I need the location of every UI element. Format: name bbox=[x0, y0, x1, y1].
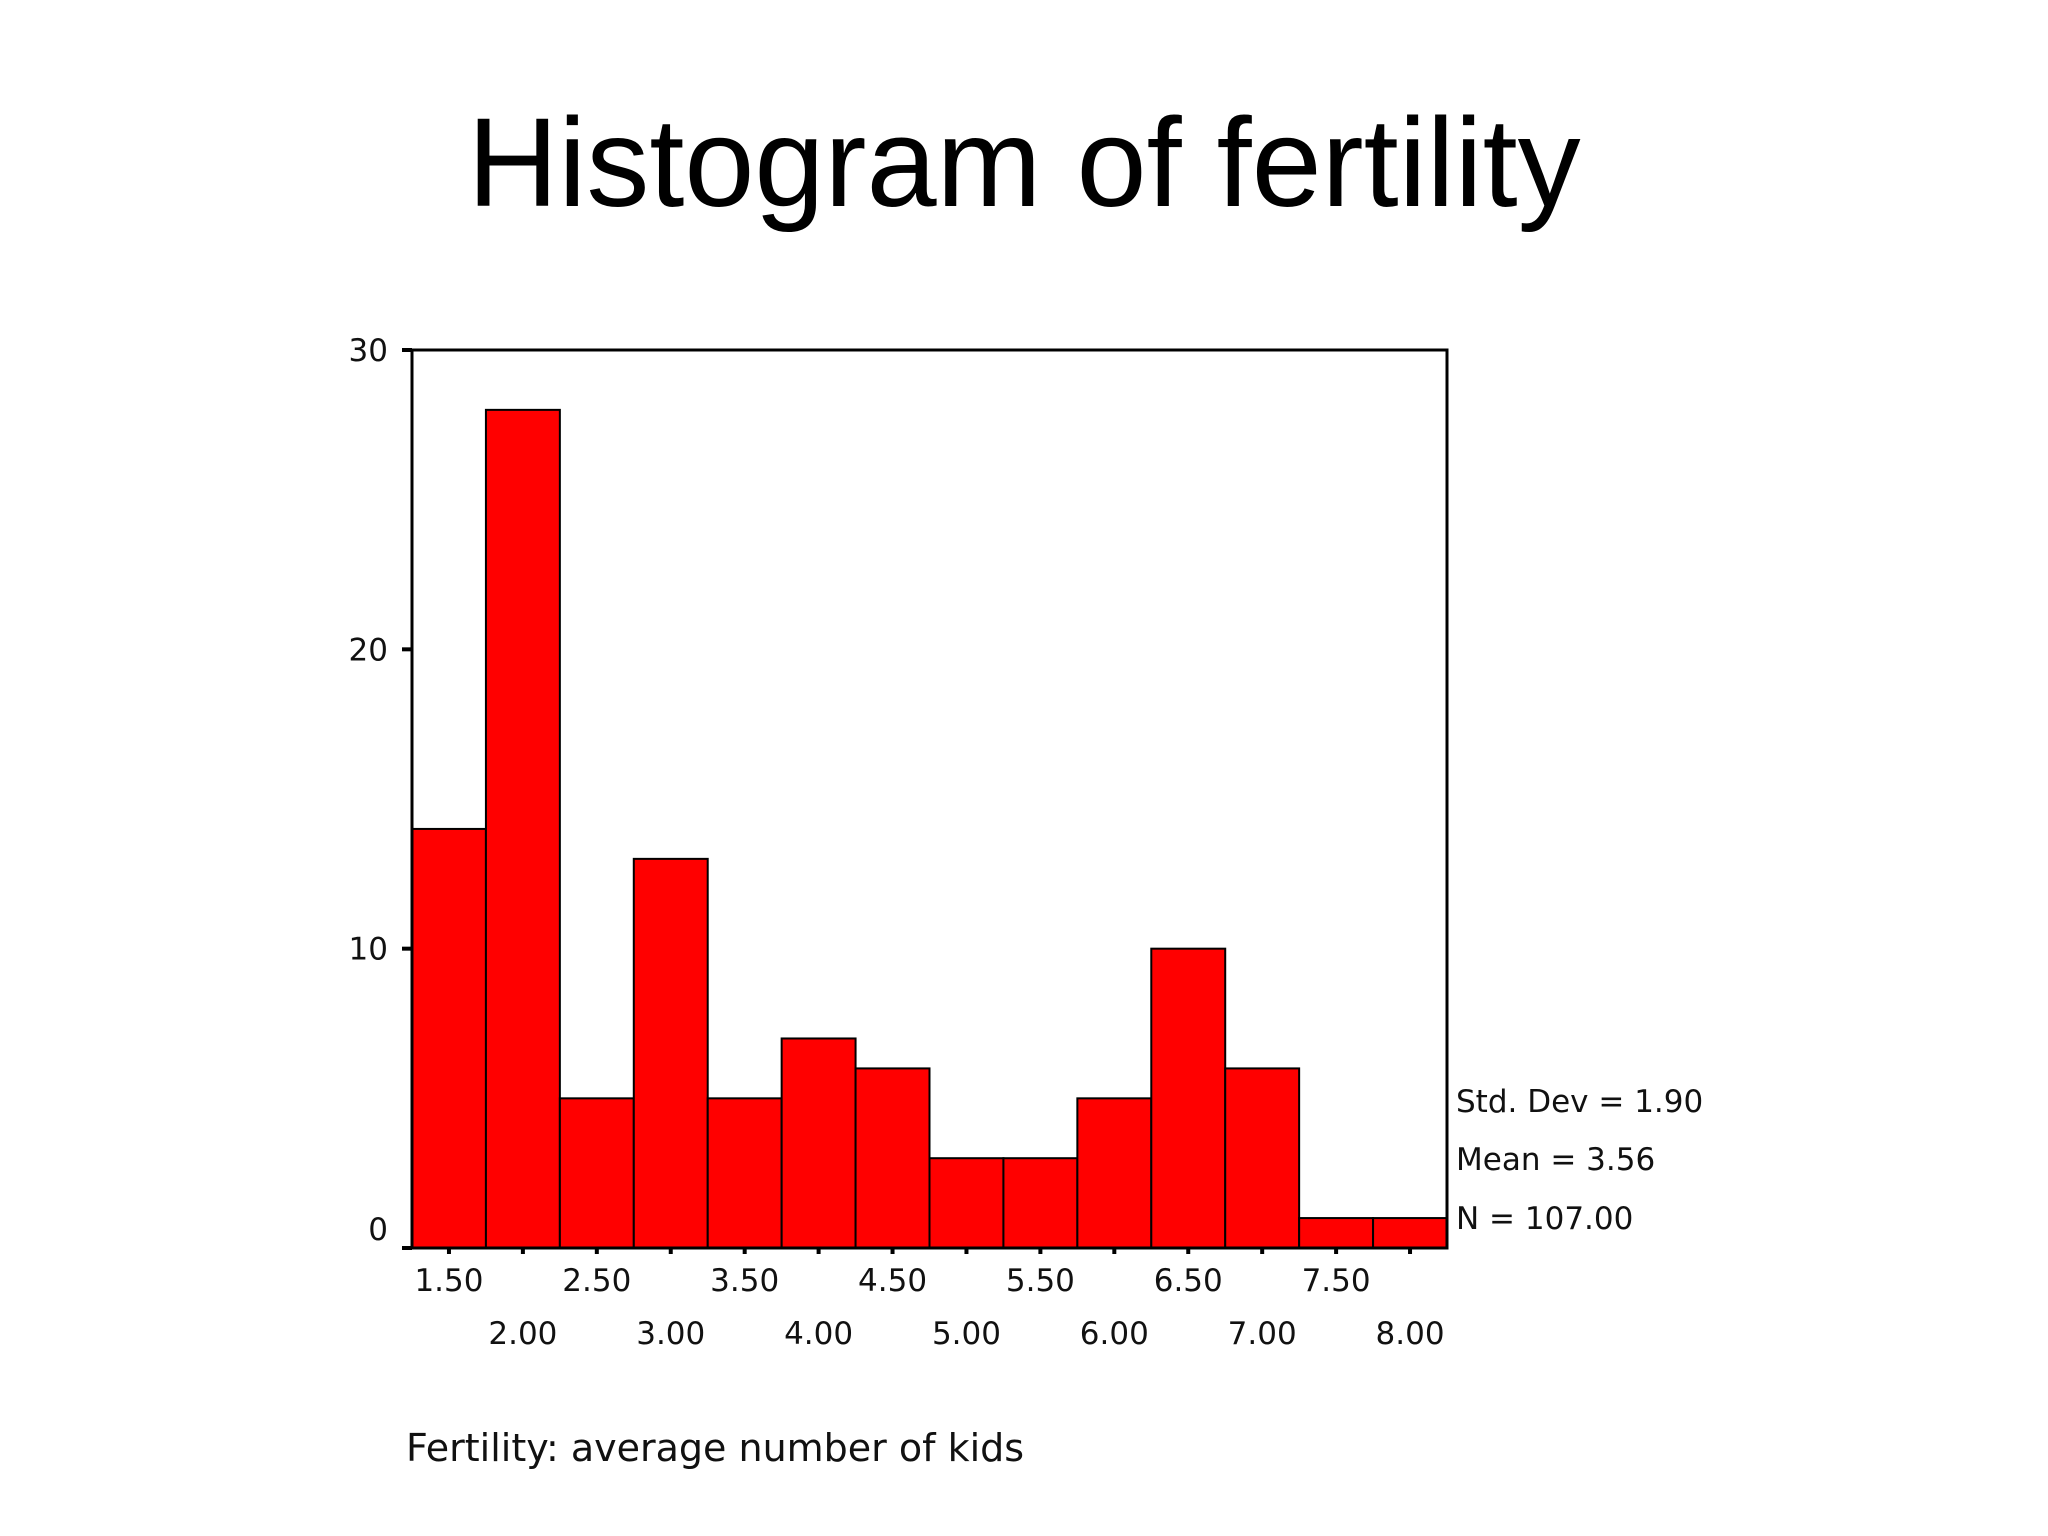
x-axis-title: Fertility: average number of kids bbox=[406, 1426, 1024, 1470]
histogram-bar bbox=[632, 857, 709, 1249]
x-tick-label: 3.50 bbox=[710, 1263, 779, 1299]
histogram-bar bbox=[1298, 1217, 1375, 1249]
histogram-bar bbox=[411, 827, 487, 1250]
slide-title: Histogram of fertility bbox=[467, 92, 1581, 233]
std-dev-label: Std. Dev = 1.90 bbox=[1456, 1084, 1703, 1120]
histogram-bar bbox=[558, 1097, 635, 1250]
x-tick-label: 2.00 bbox=[488, 1316, 557, 1352]
n-label: N = 107.00 bbox=[1456, 1201, 1633, 1237]
histogram-bar bbox=[1002, 1157, 1079, 1249]
x-tick-label: 6.00 bbox=[1080, 1316, 1149, 1352]
histogram-bar bbox=[780, 1037, 857, 1250]
x-axis: 1.50 2.50 3.50 4.50 5.50 6.50 7.50 2.00 3.00 4.00… bbox=[414, 1248, 1445, 1352]
histogram-bar bbox=[1150, 947, 1227, 1250]
x-tick-label: 6.50 bbox=[1154, 1263, 1223, 1299]
plot-area-frame bbox=[410, 348, 1449, 1250]
x-tick-label: 4.50 bbox=[858, 1263, 927, 1299]
histogram-bar bbox=[1224, 1067, 1301, 1250]
histogram-bar bbox=[928, 1157, 1005, 1249]
y-tick-label: 10 bbox=[349, 932, 388, 968]
histogram-bar bbox=[484, 408, 561, 1250]
y-tick-label: 0 bbox=[368, 1212, 388, 1248]
x-tick-label: 7.50 bbox=[1302, 1263, 1371, 1299]
histogram-bar bbox=[1076, 1097, 1153, 1250]
x-tick-label: 5.00 bbox=[932, 1316, 1001, 1352]
histogram-bar bbox=[854, 1067, 931, 1250]
y-tick-label: 20 bbox=[349, 632, 388, 668]
x-tick-label: 3.00 bbox=[636, 1316, 705, 1352]
x-tick-label: 8.00 bbox=[1376, 1316, 1445, 1352]
y-tick-label: 30 bbox=[349, 333, 388, 369]
histogram-bar bbox=[706, 1097, 783, 1250]
statistics-box: Std. Dev = 1.90 Mean = 3.56 N = 107.00 bbox=[1456, 1084, 1703, 1237]
x-tick-label: 1.50 bbox=[414, 1263, 483, 1299]
x-tick-label: 5.50 bbox=[1006, 1263, 1075, 1299]
x-tick-label: 7.00 bbox=[1228, 1316, 1297, 1352]
x-tick-label: 4.00 bbox=[784, 1316, 853, 1352]
histogram-bars bbox=[411, 408, 1448, 1250]
x-tick-label: 2.50 bbox=[562, 1263, 631, 1299]
histogram-bar bbox=[1372, 1217, 1448, 1249]
y-axis: 0 10 20 30 bbox=[349, 333, 412, 1250]
mean-label: Mean = 3.56 bbox=[1456, 1142, 1655, 1178]
